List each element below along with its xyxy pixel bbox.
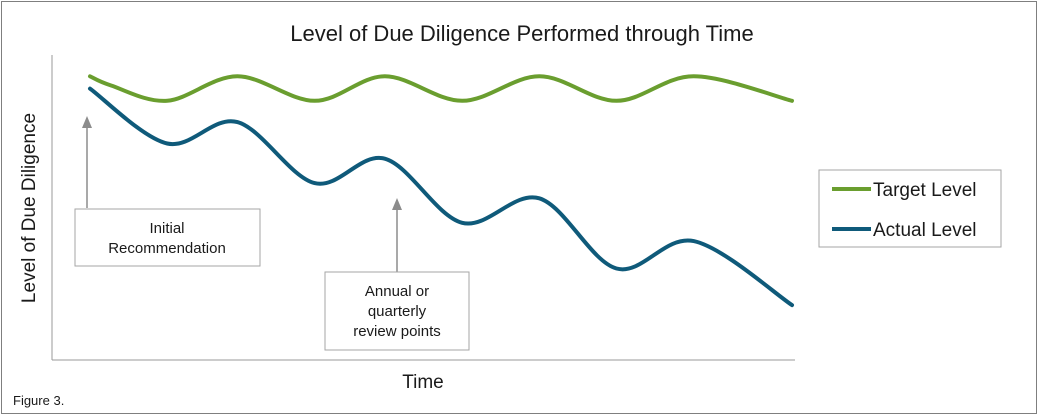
- legend-box: [818, 169, 1002, 248]
- annotation-text-initial-line-1: Initial: [149, 220, 184, 237]
- annotation-text-review-line-2: quarterly: [368, 303, 427, 320]
- series-line-actual-level: [88, 86, 794, 308]
- legend-label-target-level: Target Level: [873, 180, 977, 201]
- annotation-text-initial-line-2: Recommendation: [108, 240, 226, 257]
- annotation-arrowhead-initial: [82, 116, 92, 128]
- annotation-text-review-line-3: review points: [353, 323, 441, 340]
- chart-title: Level of Due Diligence Performed through…: [290, 21, 753, 46]
- annotation-arrowhead-review: [392, 198, 402, 210]
- y-axis-label: Level of Due Diligence: [19, 113, 40, 303]
- series-layer: [88, 74, 794, 308]
- figure-caption: Figure 3.: [13, 393, 64, 408]
- annotation-box-initial: [74, 208, 261, 267]
- series-line-target-level: [88, 74, 794, 103]
- annotation-box-review: [324, 271, 470, 351]
- x-axis-label: Time: [402, 372, 444, 393]
- legend-label-actual-level: Actual Level: [873, 220, 977, 241]
- annotation-text-review-line-1: Annual or: [365, 283, 429, 300]
